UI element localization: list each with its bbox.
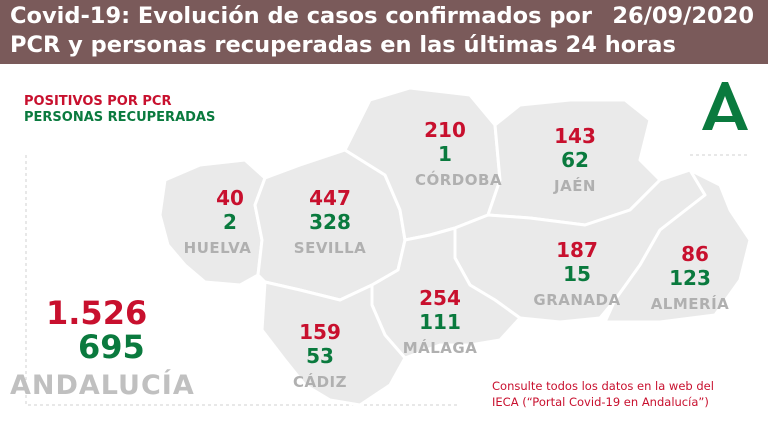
positives-value: 187 <box>556 238 598 262</box>
recovered-value: 62 <box>561 148 589 172</box>
positives-value: 159 <box>299 320 341 344</box>
province-shape-cadiz <box>260 280 407 407</box>
recovered-value: 2 <box>223 210 237 234</box>
positives-value: 40 <box>216 186 244 210</box>
recovered-value: 111 <box>419 310 461 334</box>
positives-value: 254 <box>419 286 461 310</box>
recovered-value: 328 <box>309 210 351 234</box>
province-name: CÁDIZ <box>292 373 348 391</box>
province-cadiz: 159 53 CÁDIZ <box>285 320 355 392</box>
source-note-line-1: Consulte todos los datos en la web del <box>492 379 714 393</box>
province-name: MÁLAGA <box>402 339 478 357</box>
province-sevilla: 447 328 SEVILLA <box>290 186 370 258</box>
province-granada: 187 15 GRANADA <box>527 238 627 310</box>
title-line-2: PCR y personas recuperadas en las última… <box>10 32 676 58</box>
region-name: ANDALUCÍA <box>10 370 195 401</box>
title-line-1: Covid-19: Evolución de casos confirmados… <box>10 3 592 29</box>
recovered-value: 1 <box>438 142 452 166</box>
province-jaen: 143 62 JAÉN <box>535 124 615 196</box>
positives-value: 210 <box>424 118 466 142</box>
source-note-line-2: IECA (“Portal Covid-19 en Andalucía”) <box>492 395 709 409</box>
legend-positives: POSITIVOS POR PCR <box>24 94 172 109</box>
province-huelva: 40 2 HUELVA <box>184 186 265 258</box>
positives-value: 447 <box>309 186 351 210</box>
total-recovered-value: 695 <box>78 328 145 366</box>
province-almeria: 86 123 ALMERÍA <box>645 242 735 314</box>
province-shape-almeria <box>603 168 752 324</box>
province-name: GRANADA <box>533 291 621 309</box>
legend: POSITIVOS POR PCR PERSONAS RECUPERADAS <box>24 94 215 126</box>
junta-de-andalucia-logo-icon <box>694 80 750 136</box>
date-label: 26/09/2020 <box>612 3 754 29</box>
province-name: CÓRDOBA <box>415 171 503 189</box>
recovered-value: 53 <box>306 344 334 368</box>
total-positives-value: 1.526 <box>46 294 148 332</box>
andalucia-total: 1.526 695 <box>46 296 147 364</box>
recovered-value: 15 <box>563 262 591 286</box>
recovered-value: 123 <box>669 266 711 290</box>
province-name: HUELVA <box>183 239 252 257</box>
province-name: JAÉN <box>554 177 596 195</box>
legend-recovered: PERSONAS RECUPERADAS <box>24 110 216 125</box>
source-note: Consulte todos los datos en la web del I… <box>492 378 742 410</box>
page-title: Covid-19: Evolución de casos confirmados… <box>10 2 676 60</box>
header-banner: Covid-19: Evolución de casos confirmados… <box>0 0 768 64</box>
province-name: SEVILLA <box>293 239 367 257</box>
positives-value: 86 <box>681 242 709 266</box>
positives-value: 143 <box>554 124 596 148</box>
province-malaga: 254 111 MÁLAGA <box>400 286 480 358</box>
province-cordoba: 210 1 CÓRDOBA <box>395 118 503 190</box>
province-name: ALMERÍA <box>650 295 730 313</box>
